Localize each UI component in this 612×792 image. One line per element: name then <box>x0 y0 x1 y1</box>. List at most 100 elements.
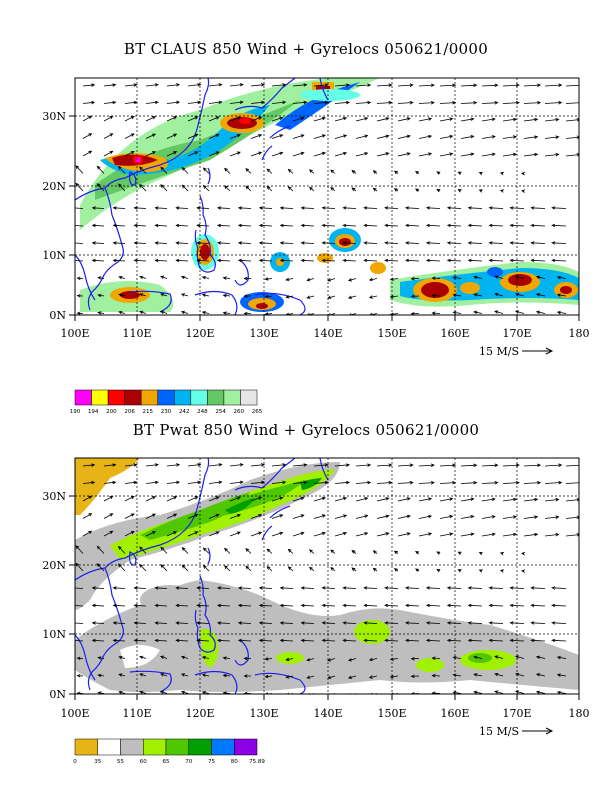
wind-arrow <box>309 549 315 554</box>
wind-arrow <box>76 691 84 694</box>
wind-arrow <box>457 189 462 193</box>
wind-arrow <box>351 169 357 174</box>
wind-arrow <box>418 101 435 105</box>
wind-arrow <box>175 223 189 228</box>
wind-arrow <box>91 223 105 228</box>
wind-arrow <box>404 603 420 608</box>
wind-arrow <box>355 480 372 485</box>
panel2-title: BT Pwat 850 Wind + Gyrelocs 050621/0000 <box>132 421 480 439</box>
wind-arrow <box>237 603 252 608</box>
wind-arrow <box>187 133 199 139</box>
wind-arrow <box>384 638 399 643</box>
wind-arrow <box>363 258 378 263</box>
x-tick-label: 150E <box>377 327 406 340</box>
wind-arrow <box>342 241 357 245</box>
wind-arrow <box>436 568 441 573</box>
wind-arrow <box>515 275 525 279</box>
wind-arrow <box>229 134 241 139</box>
wind-arrow <box>393 568 399 572</box>
wind-arrow <box>145 116 157 122</box>
wind-arrow <box>279 603 294 608</box>
wind-arrow <box>76 294 84 298</box>
wind-arrow <box>82 530 93 537</box>
wind-arrow <box>112 241 126 245</box>
wind-arrow <box>384 603 399 608</box>
wind-arrow <box>321 621 336 625</box>
wind-arrow <box>166 480 181 485</box>
wind-arrow <box>133 603 147 608</box>
wind-arrow <box>208 151 220 157</box>
wind-arrow <box>551 586 567 590</box>
wind-arrow <box>502 532 518 537</box>
wind-arrow <box>97 293 105 298</box>
wind-arrow <box>82 150 93 157</box>
wind-arrow <box>145 100 159 105</box>
wind-arrow <box>208 496 220 502</box>
wind-arrow <box>250 531 263 537</box>
wind-arrow <box>97 656 105 660</box>
wind-arrow <box>418 463 435 468</box>
wind-arrow <box>292 83 308 87</box>
wind-arrow <box>460 481 478 485</box>
wind-arrow <box>494 292 504 297</box>
wind-arrow <box>418 83 435 88</box>
wind-arrow <box>355 100 372 105</box>
wind-arrow <box>488 206 504 210</box>
wind-arrow <box>363 621 378 625</box>
wind-arrow <box>180 293 189 297</box>
wind-arrow <box>457 569 462 573</box>
wind-arrow <box>166 133 178 139</box>
wind-arrow <box>460 83 478 88</box>
wind-arrow <box>145 480 159 485</box>
wind-arrow <box>75 622 84 624</box>
wind-arrow <box>279 206 294 210</box>
wind-arrow <box>208 133 220 139</box>
wind-arrow <box>264 674 273 679</box>
wind-arrow <box>313 116 326 122</box>
wind-arrow <box>180 673 189 677</box>
wind-arrow <box>404 586 420 590</box>
wind-arrow <box>237 621 252 625</box>
wind-arrow <box>82 480 96 485</box>
wind-arrow <box>271 151 284 157</box>
wind-arrow <box>237 223 252 228</box>
wind-arrow <box>473 690 483 694</box>
wind-arrow <box>300 621 315 625</box>
wind-arrow <box>351 549 357 554</box>
wind-arrow <box>118 690 126 694</box>
wind-arrow <box>292 100 308 105</box>
colorbar-swatch <box>240 389 258 406</box>
wind-arrow <box>404 206 420 210</box>
x-tick-label: 140E <box>313 327 342 340</box>
wind-arrow <box>279 241 294 245</box>
wind-arrow <box>460 152 475 157</box>
wind-arrow <box>439 83 457 88</box>
colorbar-label: 70 <box>185 759 192 765</box>
colorbar-swatch <box>207 389 225 406</box>
wind-arrow <box>258 206 273 210</box>
wind-arrow <box>181 184 189 192</box>
wind-arrow <box>292 116 305 122</box>
wind-arrow <box>556 275 567 280</box>
wind-arrow <box>342 603 357 608</box>
panel1-vector-reference: 15 M/S <box>479 345 554 358</box>
wind-arrow <box>145 83 159 87</box>
wind-arrow <box>133 258 147 263</box>
wind-arrow <box>481 83 499 88</box>
wind-arrow <box>410 276 420 281</box>
wind-arrow <box>478 551 483 556</box>
wind-arrow <box>397 100 414 105</box>
wind-arrow <box>287 548 294 554</box>
wind-arrow <box>418 117 433 122</box>
x-tick-label: 100E <box>60 707 89 720</box>
wind-arrow <box>258 223 273 228</box>
wind-arrow <box>196 603 210 608</box>
wind-arrow <box>112 258 126 263</box>
wind-arrow <box>103 150 114 157</box>
wind-arrow <box>145 531 157 537</box>
wind-arrow <box>222 276 231 280</box>
wind-arrow <box>96 545 105 554</box>
wind-arrow <box>393 170 399 175</box>
wind-arrow <box>181 547 189 554</box>
wind-arrow <box>103 513 114 519</box>
